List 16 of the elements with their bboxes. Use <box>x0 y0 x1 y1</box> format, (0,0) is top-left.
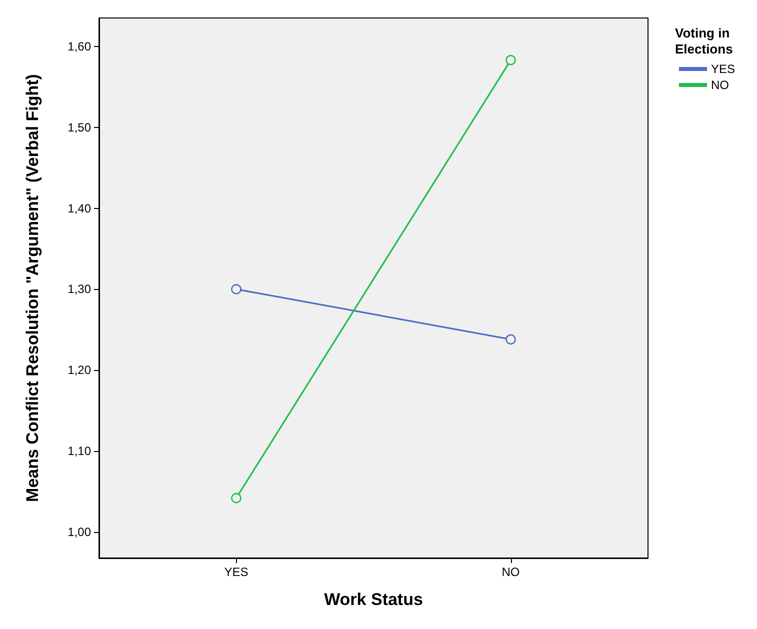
legend-title: Voting in Elections <box>675 26 734 56</box>
y-tick-label: 1,50 <box>68 120 92 134</box>
legend-label: YES <box>711 62 736 76</box>
y-tick-label: 1,20 <box>68 363 92 378</box>
y-tick-label: 1,60 <box>68 39 92 54</box>
point <box>506 334 516 345</box>
point <box>506 54 516 66</box>
y-tick-label: 1,40 <box>68 201 92 216</box>
point <box>231 284 242 294</box>
y-tick-label: 1,10 <box>68 444 92 458</box>
legend-label: NO <box>711 78 729 92</box>
point <box>231 492 242 504</box>
x-axis-title: Work Status <box>324 590 423 609</box>
y-tick-label: 1,00 <box>68 525 92 540</box>
y-axis-title: Means Conflict Resolution "Argument" (Verbal Fight) <box>23 74 42 502</box>
y-tick-label: 1,30 <box>68 282 92 296</box>
